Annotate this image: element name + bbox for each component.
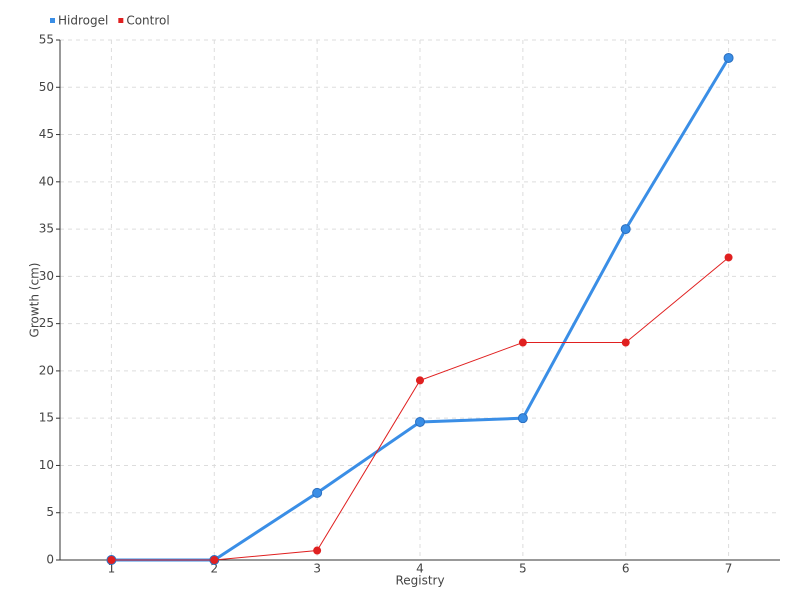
y-tick-label: 15 (39, 411, 54, 425)
point (313, 546, 322, 555)
point (210, 556, 219, 564)
y-tick-label: 50 (39, 80, 54, 94)
x-tick-label: 2 (210, 562, 218, 576)
point (312, 487, 323, 498)
x-tick-label: 1 (108, 562, 116, 576)
legend-swatch (118, 18, 124, 23)
y-axis-label: Growth (cm) (28, 263, 42, 338)
x-tick-label: 5 (519, 562, 527, 576)
point (416, 376, 424, 385)
y-tick-label: 20 (39, 363, 54, 377)
point (724, 253, 733, 262)
y-tick-label: 35 (39, 222, 54, 236)
point (518, 338, 527, 347)
y-tick-label: 30 (39, 269, 54, 283)
legend-swatch (50, 18, 55, 23)
x-tick-label: 3 (313, 562, 321, 576)
point (723, 52, 734, 63)
point (107, 556, 116, 564)
point (620, 224, 631, 235)
x-tick-label: 4 (416, 562, 424, 576)
y-tick-label: 25 (39, 316, 54, 330)
legend-label: Hidrogel (58, 14, 108, 28)
point (621, 338, 630, 347)
series-line (111, 57, 730, 562)
point (415, 416, 425, 427)
y-tick-label: 40 (39, 174, 54, 188)
y-tick-label: 5 (46, 505, 54, 519)
x-axis-label: Registry (395, 574, 444, 588)
x-tick-label: 6 (622, 562, 630, 576)
legend-label: Control (126, 14, 169, 28)
y-tick-label: 10 (39, 458, 54, 472)
x-tick-label: 7 (725, 562, 733, 576)
y-tick-label: 0 (46, 553, 54, 567)
y-tick-label: 45 (39, 127, 54, 141)
point (517, 413, 528, 424)
y-tick-label: 55 (39, 33, 54, 47)
